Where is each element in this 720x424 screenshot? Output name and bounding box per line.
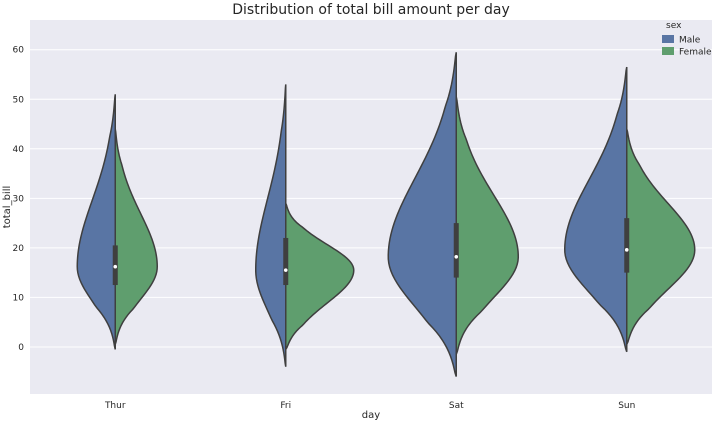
y-tick-label: 40 xyxy=(13,145,25,155)
legend-title: sex xyxy=(666,21,682,31)
violins xyxy=(76,52,696,377)
median-dot xyxy=(113,264,118,269)
median-dot xyxy=(283,268,288,272)
iqr-box xyxy=(624,218,630,273)
y-tick-label: 50 xyxy=(13,95,25,105)
median-dot xyxy=(454,254,459,259)
x-tick-labels: Thur Fri Sat Sun xyxy=(104,401,635,411)
legend-swatch xyxy=(662,47,674,55)
violin-half-female-sun xyxy=(626,128,696,345)
iqr-box xyxy=(283,237,289,286)
legend-swatch xyxy=(662,35,674,43)
median-dot xyxy=(624,248,629,252)
x-tick-label: Sat xyxy=(449,401,464,411)
iqr-box xyxy=(453,223,459,278)
y-tick-label: 10 xyxy=(13,293,25,303)
legend-label: Female xyxy=(679,48,712,58)
violin-half-male-sun xyxy=(563,66,628,353)
x-tick-label: Thur xyxy=(104,401,126,411)
y-tick-labels: 0 10 20 30 40 50 60 xyxy=(13,46,25,353)
violin-half-female-fri xyxy=(285,202,355,352)
violin-half-female-thur xyxy=(114,128,159,345)
x-tick-label: Sun xyxy=(618,401,635,411)
y-tick-label: 20 xyxy=(13,244,25,254)
y-tick-label: 0 xyxy=(18,343,24,353)
violin-half-male-fri xyxy=(255,84,287,367)
y-axis-label: total_bill xyxy=(2,186,13,229)
violin-half-male-sat xyxy=(387,52,457,377)
y-tick-label: 60 xyxy=(13,46,25,56)
x-tick-label: Fri xyxy=(280,401,291,411)
legend: sex Male Female xyxy=(662,21,712,58)
legend-label: Male xyxy=(679,36,701,46)
y-tick-label: 30 xyxy=(13,194,25,204)
chart-title: Distribution of total bill amount per da… xyxy=(232,2,509,18)
x-axis-label: day xyxy=(362,410,380,421)
violin-half-male-thur xyxy=(76,94,116,350)
violin-half-female-sat xyxy=(455,96,520,355)
